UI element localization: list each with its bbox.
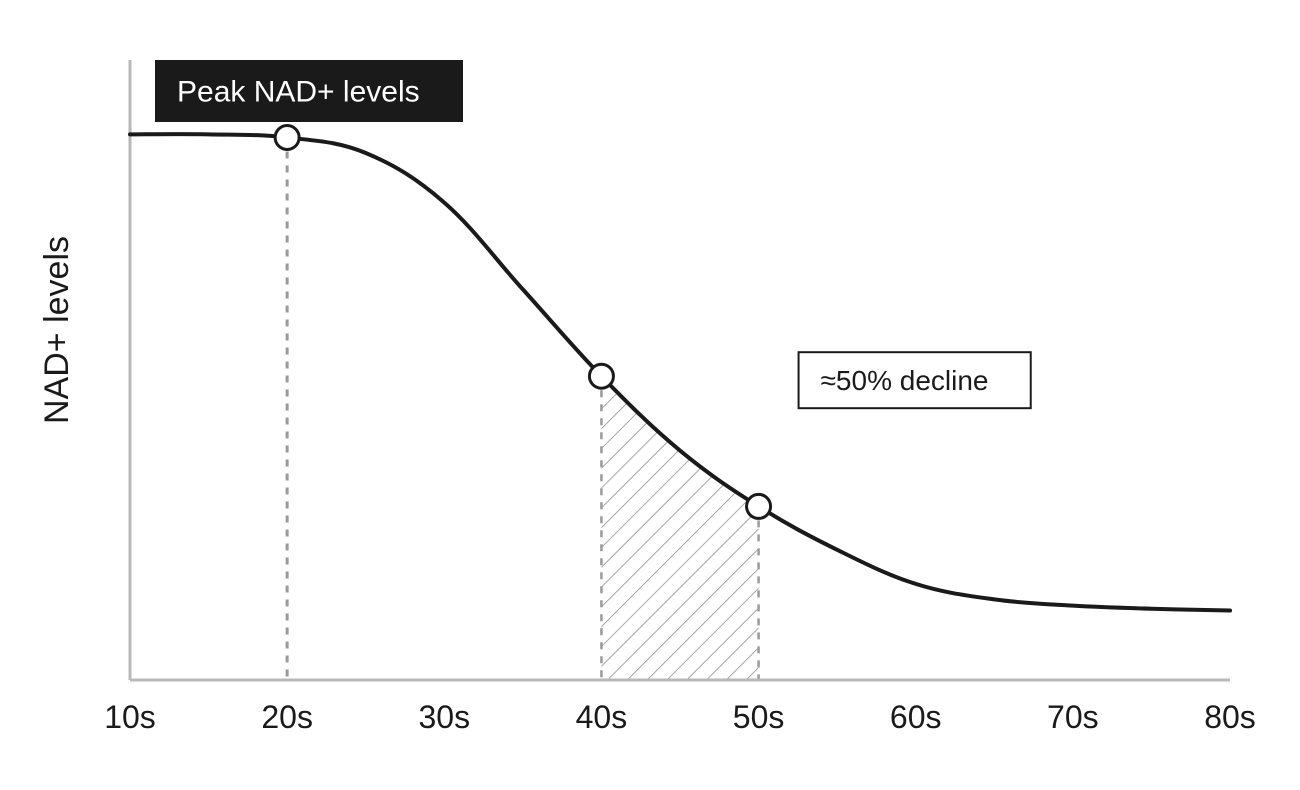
marker-0 — [275, 126, 299, 150]
x-tick-label: 20s — [261, 699, 313, 735]
x-tick-label: 30s — [418, 699, 470, 735]
marker-2 — [747, 494, 771, 518]
shaded-decline-region — [601, 376, 758, 680]
x-tick-label: 80s — [1204, 699, 1256, 735]
x-tick-label: 60s — [890, 699, 942, 735]
peak-callout-text: Peak NAD+ levels — [177, 76, 420, 109]
x-tick-label: 40s — [576, 699, 628, 735]
y-axis-label: NAD+ levels — [38, 236, 76, 424]
marker-1 — [589, 364, 613, 388]
chart-svg: 10s 20s 30s 40s 50s 60s 70s 80s NAD+ levels Peak … — [0, 0, 1300, 790]
decline-callout-text: ≈50% decline — [821, 365, 989, 396]
nad-levels-chart: 10s 20s 30s 40s 50s 60s 70s 80s NAD+ levels Peak … — [0, 0, 1300, 790]
x-tick-label: 50s — [733, 699, 785, 735]
x-tick-label: 10s — [104, 699, 156, 735]
x-tick-label: 70s — [1047, 699, 1099, 735]
